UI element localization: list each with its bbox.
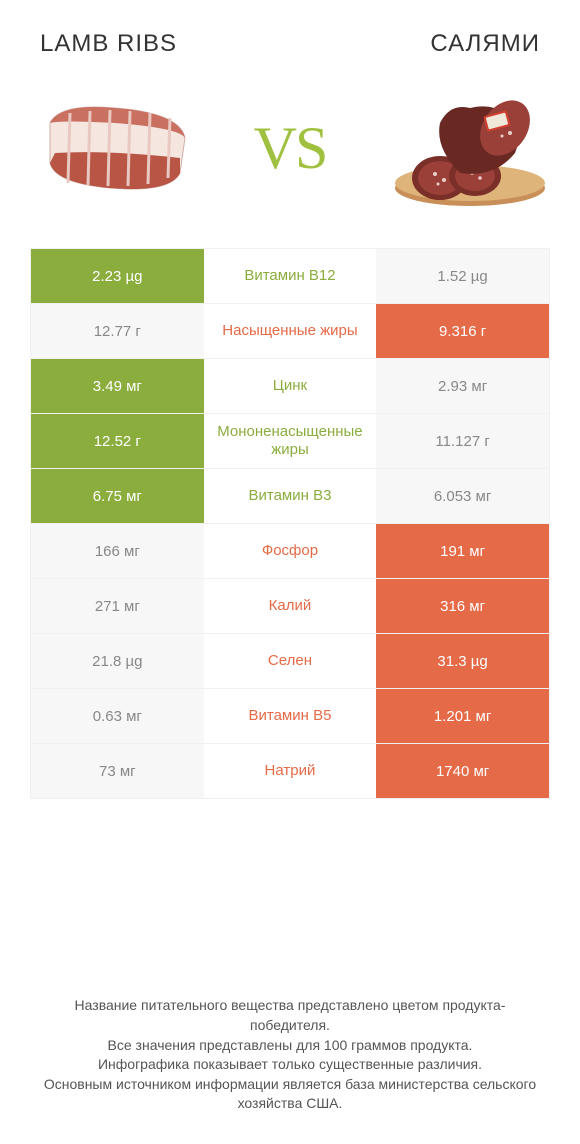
right-product-title: САЛЯМИ bbox=[430, 30, 540, 58]
left-product-image bbox=[30, 78, 200, 218]
nutrient-name-cell: Фосфор bbox=[204, 524, 377, 578]
right-value-cell: 316 мг bbox=[376, 579, 549, 633]
footer-line: Название питательного вещества представл… bbox=[40, 996, 540, 1035]
right-value-cell: 9.316 г bbox=[376, 304, 549, 358]
table-row: 2.23 µgВитамин B121.52 µg bbox=[31, 248, 549, 303]
left-value-cell: 12.52 г bbox=[31, 414, 204, 468]
right-value-cell: 31.3 µg bbox=[376, 634, 549, 688]
salami-icon bbox=[380, 78, 550, 218]
left-value-cell: 6.75 мг bbox=[31, 469, 204, 523]
comparison-table: 2.23 µgВитамин B121.52 µg12.77 гНасыщенн… bbox=[30, 248, 550, 799]
left-value-cell: 3.49 мг bbox=[31, 359, 204, 413]
footer-line: Все значения представлены для 100 граммо… bbox=[40, 1036, 540, 1056]
lamb-ribs-icon bbox=[30, 78, 200, 218]
right-value-cell: 1.201 мг bbox=[376, 689, 549, 743]
left-product-title: LAMB RIBS bbox=[40, 30, 177, 58]
footer-line: Инфографика показывает только существенн… bbox=[40, 1055, 540, 1075]
left-value-cell: 12.77 г bbox=[31, 304, 204, 358]
table-row: 73 мгНатрий1740 мг bbox=[31, 743, 549, 798]
right-value-cell: 6.053 мг bbox=[376, 469, 549, 523]
table-row: 271 мгКалий316 мг bbox=[31, 578, 549, 633]
table-row: 166 мгФосфор191 мг bbox=[31, 523, 549, 578]
left-value-cell: 166 мг bbox=[31, 524, 204, 578]
table-row: 3.49 мгЦинк2.93 мг bbox=[31, 358, 549, 413]
nutrient-name-cell: Витамин B3 bbox=[204, 469, 377, 523]
nutrient-name-cell: Мононенасыщенные жиры bbox=[204, 414, 377, 468]
left-value-cell: 0.63 мг bbox=[31, 689, 204, 743]
left-value-cell: 271 мг bbox=[31, 579, 204, 633]
left-value-cell: 2.23 µg bbox=[31, 249, 204, 303]
right-value-cell: 2.93 мг bbox=[376, 359, 549, 413]
nutrient-name-cell: Насыщенные жиры bbox=[204, 304, 377, 358]
nutrient-name-cell: Цинк bbox=[204, 359, 377, 413]
left-value-cell: 73 мг bbox=[31, 744, 204, 798]
right-value-cell: 191 мг bbox=[376, 524, 549, 578]
right-value-cell: 11.127 г bbox=[376, 414, 549, 468]
table-row: 21.8 µgСелен31.3 µg bbox=[31, 633, 549, 688]
table-row: 0.63 мгВитамин B51.201 мг bbox=[31, 688, 549, 743]
left-value-cell: 21.8 µg bbox=[31, 634, 204, 688]
table-row: 6.75 мгВитамин B36.053 мг bbox=[31, 468, 549, 523]
product-images-row: VS bbox=[30, 78, 550, 248]
right-value-cell: 1.52 µg bbox=[376, 249, 549, 303]
nutrient-name-cell: Натрий bbox=[204, 744, 377, 798]
nutrient-name-cell: Калий bbox=[204, 579, 377, 633]
nutrient-name-cell: Селен bbox=[204, 634, 377, 688]
table-row: 12.52 гМононенасыщенные жиры11.127 г bbox=[31, 413, 549, 468]
footer-line: Основным источником информации является … bbox=[40, 1075, 540, 1114]
vs-label: VS bbox=[254, 114, 327, 183]
nutrient-name-cell: Витамин B5 bbox=[204, 689, 377, 743]
nutrient-name-cell: Витамин B12 bbox=[204, 249, 377, 303]
right-product-image bbox=[380, 78, 550, 218]
right-value-cell: 1740 мг bbox=[376, 744, 549, 798]
table-row: 12.77 гНасыщенные жиры9.316 г bbox=[31, 303, 549, 358]
footer-notes: Название питательного вещества представл… bbox=[30, 966, 550, 1124]
header: LAMB RIBS САЛЯМИ bbox=[30, 30, 550, 78]
